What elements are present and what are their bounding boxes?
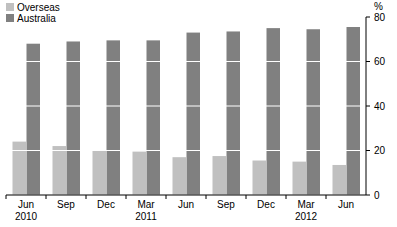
grid-line — [6, 195, 366, 196]
x-label-line: Jun — [18, 199, 34, 210]
x-tick — [6, 195, 7, 199]
bar — [53, 146, 67, 195]
x-label: Jun — [178, 199, 194, 210]
bar — [307, 29, 321, 195]
x-tick — [206, 195, 207, 199]
x-label: Sep — [57, 199, 75, 210]
legend-swatch — [6, 3, 14, 11]
grid-line — [6, 106, 366, 107]
tick — [366, 150, 370, 151]
bar — [173, 157, 187, 195]
tick — [366, 106, 370, 107]
x-tick — [326, 195, 327, 199]
bar — [347, 27, 361, 195]
x-label: Dec — [97, 199, 115, 210]
x-label-line: Jun — [338, 199, 354, 210]
x-label: Mar2011 — [135, 199, 157, 222]
x-label-line: Dec — [257, 199, 275, 210]
axis-label: % — [374, 1, 383, 12]
bar — [13, 142, 27, 195]
x-label-line: Mar — [297, 199, 315, 210]
x-tick — [246, 195, 247, 199]
bar — [93, 151, 107, 196]
bar — [27, 44, 41, 195]
tick-label: 40 — [374, 101, 386, 112]
bar — [293, 162, 307, 195]
tick-label: 60 — [374, 56, 386, 67]
legend-label: Australia — [17, 13, 56, 24]
grid-line — [6, 17, 366, 18]
x-label-line: 2011 — [135, 211, 157, 222]
x-tick — [286, 195, 287, 199]
bar — [253, 161, 267, 195]
bar — [213, 156, 227, 195]
tick — [366, 195, 370, 196]
grid-line — [6, 150, 366, 151]
bar — [187, 33, 201, 195]
x-label: Sep — [217, 199, 235, 210]
legend-swatch — [6, 14, 14, 22]
tick-label: 20 — [374, 145, 386, 156]
bar — [107, 40, 121, 195]
x-label: Mar2012 — [295, 199, 318, 222]
x-axis — [6, 195, 366, 196]
bar — [333, 165, 347, 195]
x-label: Jun2010 — [15, 199, 38, 222]
x-tick — [126, 195, 127, 199]
x-label-line: 2012 — [295, 211, 318, 222]
bars — [13, 27, 361, 195]
x-label-line: 2010 — [15, 211, 38, 222]
x-label-line: Jun — [178, 199, 194, 210]
x-label-line: Sep — [217, 199, 235, 210]
tick — [366, 17, 370, 18]
bar — [133, 152, 147, 195]
x-label: Dec — [257, 199, 275, 210]
bar — [67, 41, 81, 195]
bar — [227, 31, 241, 195]
x-label-line: Mar — [137, 199, 155, 210]
x-tick — [166, 195, 167, 199]
x-label: Jun — [338, 199, 354, 210]
x-label-line: Dec — [97, 199, 115, 210]
x-label-line: Sep — [57, 199, 75, 210]
y-axis — [366, 17, 367, 195]
bar — [267, 28, 281, 195]
tick — [366, 61, 370, 62]
grid-line — [6, 61, 366, 62]
tick-label: 0 — [374, 190, 380, 201]
bar — [147, 40, 161, 195]
x-tick — [86, 195, 87, 199]
tick-label: 80 — [374, 12, 386, 23]
x-tick — [46, 195, 47, 199]
legend-label: Overseas — [17, 2, 60, 13]
